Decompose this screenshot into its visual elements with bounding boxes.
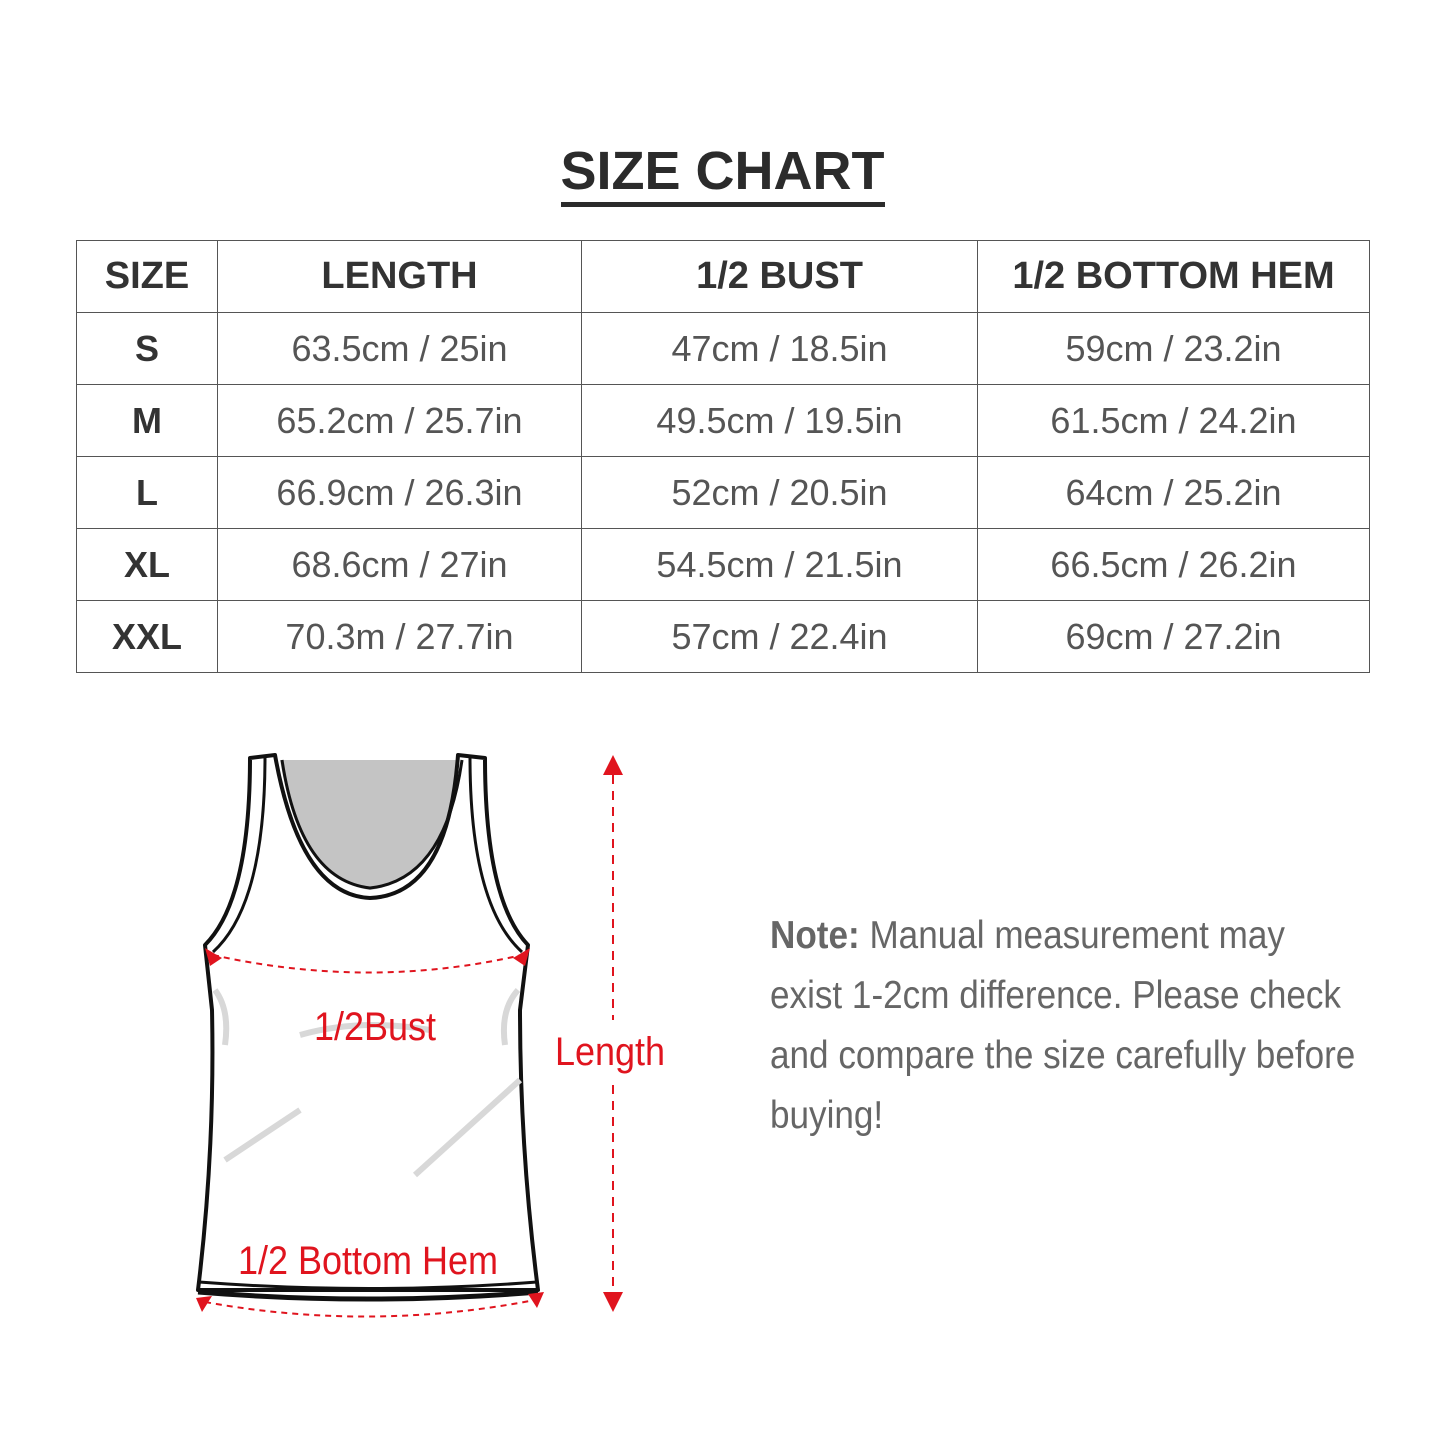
cell-length: 70.3m / 27.7in (217, 600, 582, 673)
header-bottom-hem: 1/2 BOTTOM HEM (977, 240, 1370, 313)
cell-bust: 47cm / 18.5in (581, 312, 978, 385)
note-text: Note: Manual measurement may exist 1-2cm… (770, 906, 1364, 1146)
table-row: S 63.5cm / 25in 47cm / 18.5in 59cm / 23.2in (76, 312, 1370, 385)
cell-length: 68.6cm / 27in (217, 528, 582, 601)
bust-label: 1/2Bust (314, 1005, 436, 1049)
cell-length: 66.9cm / 26.3in (217, 456, 582, 529)
note-label: Note: (770, 914, 860, 957)
cell-size: L (76, 456, 218, 529)
header-bust: 1/2 BUST (581, 240, 978, 313)
cell-size: XL (76, 528, 218, 601)
table-row: L 66.9cm / 26.3in 52cm / 20.5in 64cm / 25.2… (76, 456, 1370, 529)
page-title: SIZE CHART (0, 140, 1445, 207)
cell-bust: 52cm / 20.5in (581, 456, 978, 529)
cell-bust: 54.5cm / 21.5in (581, 528, 978, 601)
cell-size: M (76, 384, 218, 457)
size-table: SIZE LENGTH 1/2 BUST 1/2 BOTTOM HEM S 63.… (76, 240, 1370, 673)
cell-bust: 49.5cm / 19.5in (581, 384, 978, 457)
cell-bottom-hem: 59cm / 23.2in (977, 312, 1370, 385)
tank-top-illustration (196, 753, 540, 1302)
length-label: Length (555, 1030, 665, 1074)
cell-bottom-hem: 69cm / 27.2in (977, 600, 1370, 673)
table-row: XXL 70.3m / 27.7in 57cm / 22.4in 69cm / 27.… (76, 600, 1370, 673)
cell-bottom-hem: 64cm / 25.2in (977, 456, 1370, 529)
cell-bottom-hem: 61.5cm / 24.2in (977, 384, 1370, 457)
note-body: Manual measurement may exist 1-2cm diffe… (770, 914, 1356, 1137)
bottom-hem-label: 1/2 Bottom Hem (238, 1239, 498, 1283)
measurement-arrows (196, 755, 623, 1318)
table-row: XL 68.6cm / 27in 54.5cm / 21.5in 66.5cm / 2… (76, 528, 1370, 601)
header-size: SIZE (76, 240, 218, 313)
cell-bust: 57cm / 22.4in (581, 600, 978, 673)
cell-size: XXL (76, 600, 218, 673)
table-header-row: SIZE LENGTH 1/2 BUST 1/2 BOTTOM HEM (76, 240, 1370, 313)
